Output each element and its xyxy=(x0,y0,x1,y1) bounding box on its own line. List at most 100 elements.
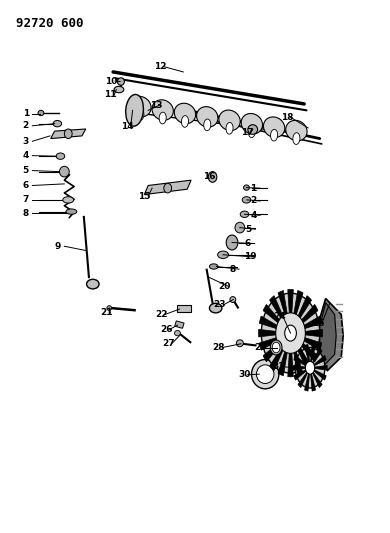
Polygon shape xyxy=(177,305,191,312)
Ellipse shape xyxy=(87,279,99,289)
Ellipse shape xyxy=(235,222,245,233)
Text: 26: 26 xyxy=(160,325,172,334)
Wedge shape xyxy=(310,368,322,387)
Wedge shape xyxy=(259,329,291,337)
Circle shape xyxy=(276,313,305,353)
Text: 15: 15 xyxy=(138,192,151,200)
Text: 14: 14 xyxy=(121,123,133,131)
Wedge shape xyxy=(291,333,322,350)
Wedge shape xyxy=(278,290,291,333)
Ellipse shape xyxy=(286,120,307,141)
Ellipse shape xyxy=(209,303,222,313)
Ellipse shape xyxy=(209,264,218,269)
Wedge shape xyxy=(294,356,310,368)
Ellipse shape xyxy=(60,166,69,177)
Text: 1: 1 xyxy=(23,109,29,118)
Ellipse shape xyxy=(248,126,255,138)
Circle shape xyxy=(272,342,280,353)
Text: 12: 12 xyxy=(154,62,167,71)
Ellipse shape xyxy=(56,153,65,159)
Ellipse shape xyxy=(270,340,282,355)
Circle shape xyxy=(295,348,325,388)
Polygon shape xyxy=(51,129,86,139)
Polygon shape xyxy=(318,298,343,370)
Text: 31: 31 xyxy=(272,362,285,371)
Polygon shape xyxy=(175,321,184,328)
Wedge shape xyxy=(291,290,303,333)
Text: 9: 9 xyxy=(55,242,61,251)
Ellipse shape xyxy=(248,125,258,134)
Text: 8: 8 xyxy=(229,265,236,273)
Ellipse shape xyxy=(63,197,74,203)
Wedge shape xyxy=(259,316,291,333)
Text: 5: 5 xyxy=(246,225,252,233)
Ellipse shape xyxy=(243,185,250,190)
Ellipse shape xyxy=(230,296,236,303)
Ellipse shape xyxy=(181,116,188,127)
Wedge shape xyxy=(310,368,326,380)
Wedge shape xyxy=(310,348,322,368)
Ellipse shape xyxy=(218,251,229,259)
Ellipse shape xyxy=(293,133,300,144)
Polygon shape xyxy=(144,180,191,195)
Ellipse shape xyxy=(252,359,279,389)
Wedge shape xyxy=(291,333,303,376)
Ellipse shape xyxy=(66,209,77,214)
Text: 3: 3 xyxy=(23,137,29,146)
Wedge shape xyxy=(291,333,312,370)
Text: 23: 23 xyxy=(214,301,226,309)
Text: 30: 30 xyxy=(238,370,250,379)
Ellipse shape xyxy=(208,172,217,182)
Text: 1: 1 xyxy=(250,184,257,192)
Wedge shape xyxy=(291,316,322,333)
Ellipse shape xyxy=(64,129,72,139)
Wedge shape xyxy=(263,333,291,362)
Wedge shape xyxy=(305,344,310,368)
Wedge shape xyxy=(310,356,326,368)
Wedge shape xyxy=(298,368,310,387)
Circle shape xyxy=(285,325,296,341)
Ellipse shape xyxy=(236,340,243,346)
Text: 19: 19 xyxy=(244,253,256,261)
Text: 27: 27 xyxy=(162,340,174,348)
Ellipse shape xyxy=(257,365,274,384)
Text: 7: 7 xyxy=(23,196,29,204)
Ellipse shape xyxy=(226,235,238,250)
Wedge shape xyxy=(269,333,291,370)
Text: 6: 6 xyxy=(245,239,251,248)
Text: 13: 13 xyxy=(150,101,163,109)
Text: 10: 10 xyxy=(105,77,118,85)
Wedge shape xyxy=(291,329,323,337)
Polygon shape xyxy=(320,303,336,365)
Wedge shape xyxy=(305,368,310,391)
Wedge shape xyxy=(288,333,293,377)
Wedge shape xyxy=(310,368,316,391)
Wedge shape xyxy=(310,365,327,370)
Text: 28: 28 xyxy=(213,343,225,352)
Wedge shape xyxy=(310,344,316,368)
Ellipse shape xyxy=(226,123,233,134)
Wedge shape xyxy=(291,333,318,362)
Ellipse shape xyxy=(271,130,278,141)
Text: 18: 18 xyxy=(281,113,293,122)
Ellipse shape xyxy=(117,78,124,85)
Ellipse shape xyxy=(159,112,166,124)
Ellipse shape xyxy=(152,100,174,120)
Wedge shape xyxy=(288,289,293,333)
Text: 22: 22 xyxy=(155,310,168,319)
Text: 8: 8 xyxy=(23,209,29,217)
Ellipse shape xyxy=(126,94,144,126)
Text: 4: 4 xyxy=(250,211,257,220)
Circle shape xyxy=(305,361,315,374)
Text: 2: 2 xyxy=(250,197,257,205)
Text: 16: 16 xyxy=(203,173,215,181)
Text: 92720 600: 92720 600 xyxy=(16,18,83,30)
Ellipse shape xyxy=(53,120,62,127)
Text: 2: 2 xyxy=(23,122,29,130)
Ellipse shape xyxy=(219,110,240,131)
Wedge shape xyxy=(298,348,310,368)
Text: 17: 17 xyxy=(241,128,254,136)
Ellipse shape xyxy=(263,117,285,138)
Wedge shape xyxy=(293,365,310,370)
Ellipse shape xyxy=(174,103,196,124)
